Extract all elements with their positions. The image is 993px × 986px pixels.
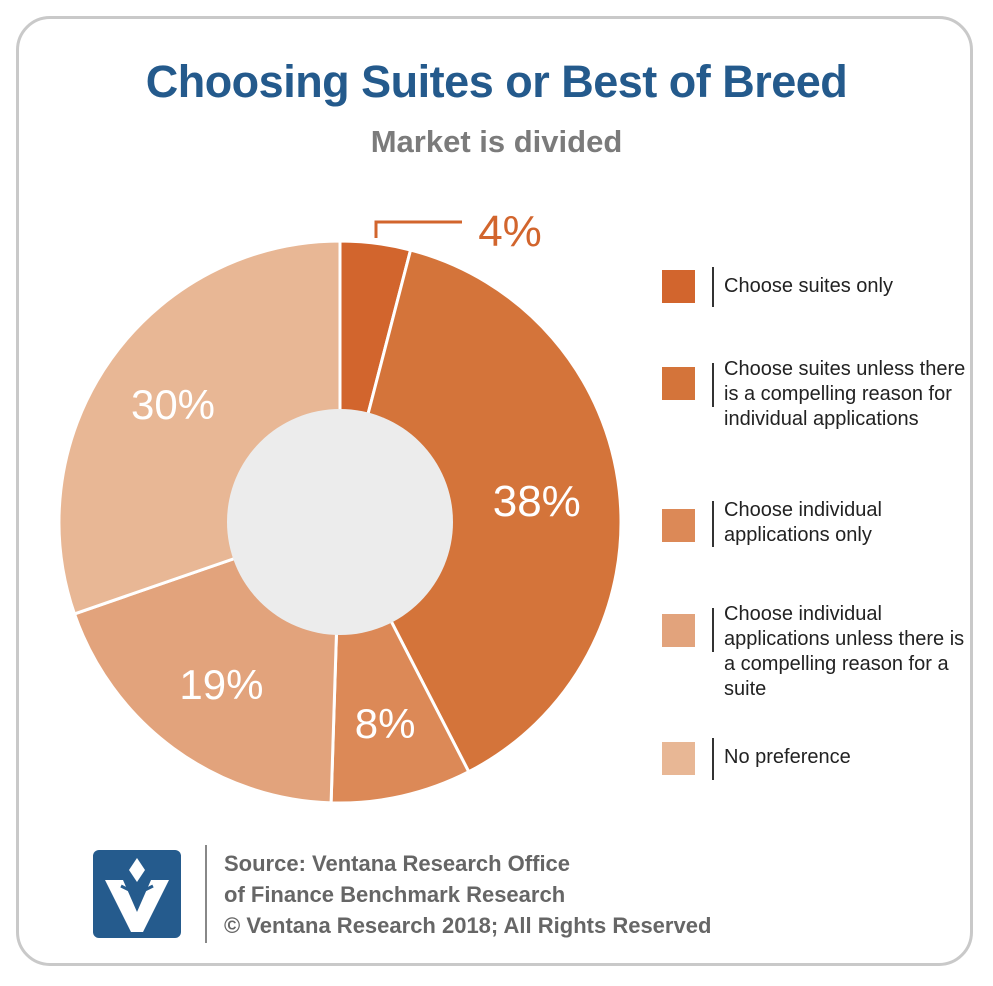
data-label: 19% bbox=[179, 661, 263, 708]
legend-label: Choose suites only bbox=[724, 275, 893, 297]
legend-swatch bbox=[662, 367, 695, 400]
source-line-2: of Finance Benchmark Research bbox=[224, 882, 566, 907]
data-label: 8% bbox=[355, 700, 416, 747]
data-label: 30% bbox=[131, 381, 215, 428]
legend-divider bbox=[712, 363, 714, 407]
data-label: 4% bbox=[478, 207, 542, 256]
legend-swatch bbox=[662, 614, 695, 647]
source-note: Source: Ventana Research Office of Finan… bbox=[224, 848, 711, 941]
chart-subtitle: Market is divided bbox=[370, 124, 623, 159]
legend-label: Choose individual applications unless th… bbox=[724, 603, 965, 700]
legend-swatch bbox=[662, 509, 695, 542]
legend-swatch bbox=[662, 742, 695, 775]
source-line-1: Source: Ventana Research Office bbox=[224, 851, 571, 876]
ventana-v-icon bbox=[105, 858, 169, 932]
donut-center bbox=[227, 409, 453, 635]
copyright: © Ventana Research 2018; All Rights Rese… bbox=[224, 913, 712, 938]
slice-suites-unless bbox=[338, 248, 623, 774]
chart-title: Choosing Suites or Best of Breed bbox=[145, 56, 848, 107]
data-label: 38% bbox=[493, 477, 581, 526]
legend-label: Choose suites unless there is a compelli… bbox=[724, 358, 966, 430]
footer-divider bbox=[205, 845, 207, 943]
legend-divider bbox=[712, 267, 714, 307]
legend-label: No preference bbox=[724, 746, 851, 768]
legend-swatch bbox=[662, 270, 695, 303]
legend-divider bbox=[712, 738, 714, 780]
legend-divider bbox=[712, 608, 714, 652]
legend-label: Choose individual applications only bbox=[724, 499, 882, 546]
legend-divider bbox=[712, 501, 714, 547]
ventana-logo bbox=[93, 850, 181, 938]
label-leader-line bbox=[374, 220, 462, 238]
